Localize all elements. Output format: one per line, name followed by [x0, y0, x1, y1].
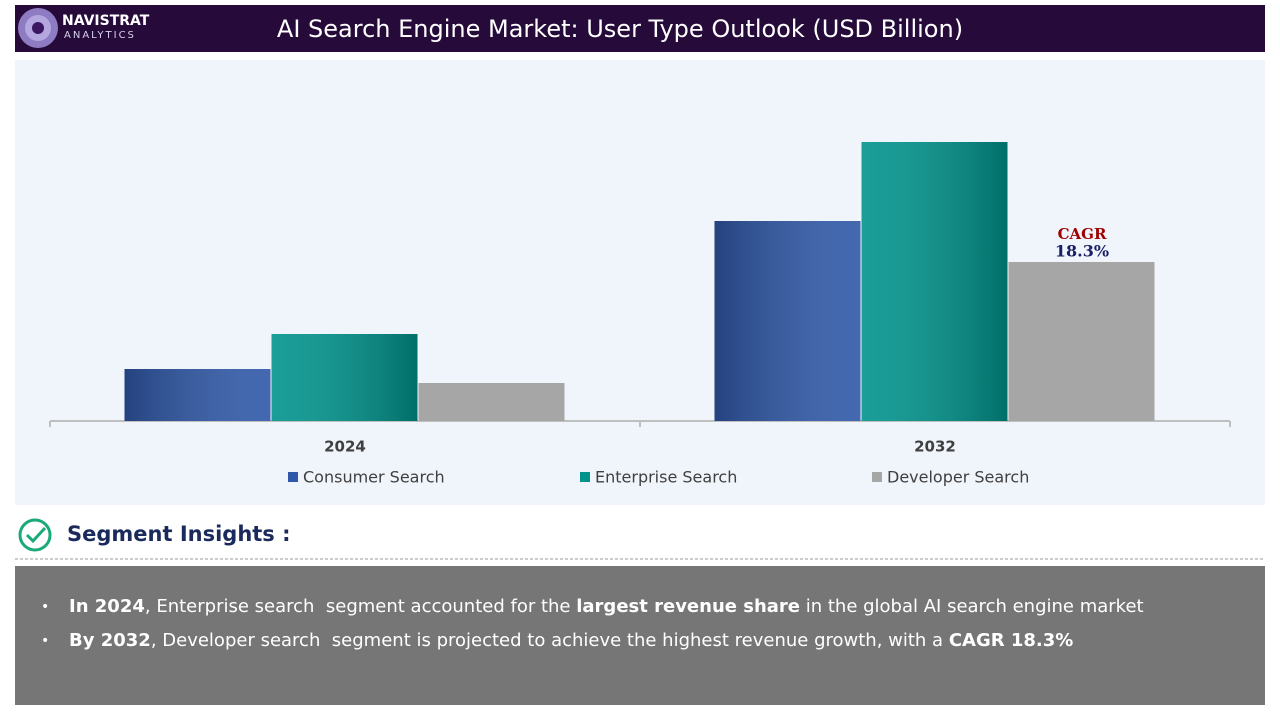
x-tick-label: 2024 [324, 438, 366, 456]
legend-label: Developer Search [887, 468, 1029, 487]
insight-text: By 2032 [69, 630, 151, 651]
insight-text: , Developer search segment is projected … [150, 630, 949, 651]
bar-shade [861, 142, 1008, 421]
insight-text: In 2024 [69, 596, 145, 617]
bar-shade [124, 369, 271, 421]
cagr-value: 18.3% [1055, 242, 1109, 261]
chart-title: AI Search Engine Market: User Type Outlo… [277, 15, 963, 43]
insight-text: , Enterprise search segment accounted fo… [144, 596, 577, 617]
insights-box: In 2024, Enterprise search segment accou… [15, 566, 1265, 705]
legend-swatch [872, 472, 882, 482]
cagr-label: CAGR [1058, 225, 1107, 243]
bar-shade [714, 221, 861, 421]
logo [18, 8, 58, 48]
legend-swatch [288, 472, 298, 482]
brand-sub: ANALYTICS [64, 30, 136, 41]
insights-title: Segment Insights : [67, 522, 291, 546]
insight-bullet: In 2024, Enterprise search segment accou… [41, 590, 1265, 624]
x-tick-label: 2032 [914, 438, 956, 456]
legend-label: Consumer Search [303, 468, 445, 487]
brand: NAVISTRAT [62, 13, 150, 29]
legend-label: Enterprise Search [595, 468, 737, 487]
header-bar [15, 5, 1265, 52]
insight-text: largest revenue share [576, 596, 800, 617]
legend-swatch [580, 472, 590, 482]
bar [418, 383, 565, 421]
insight-bullet: By 2032, Developer search segment is pro… [41, 624, 1265, 658]
insight-text: in the global AI search engine market [800, 596, 1144, 617]
insight-text: CAGR 18.3% [948, 630, 1074, 651]
bar [1008, 262, 1155, 421]
check-icon [18, 518, 52, 552]
bar-shade [271, 334, 418, 421]
